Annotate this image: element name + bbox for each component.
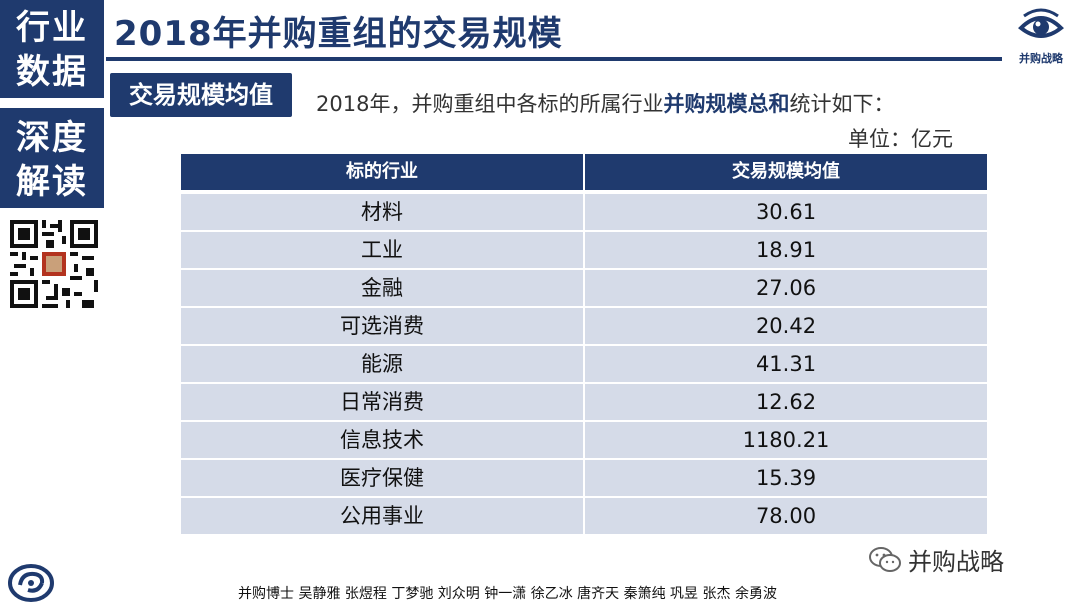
intro-prefix: 2018年，并购重组中各标的所属行业	[316, 92, 664, 116]
table-row: 医疗保健 15.39	[181, 460, 987, 496]
column-divider	[583, 460, 585, 496]
wechat-name: 并购战略	[908, 548, 1004, 576]
page-title: 2018年并购重组的交易规模	[114, 14, 563, 54]
tag-line: 行业	[16, 8, 88, 48]
intro-bold: 并购规模总和	[663, 92, 790, 116]
logo-caption: 并购战略	[1019, 52, 1063, 65]
tag-industry-data: 行业 数据	[0, 0, 104, 98]
table-row: 金融 27.06	[181, 270, 987, 306]
eye-icon	[1018, 8, 1064, 38]
qr-code-icon	[10, 220, 98, 308]
column-divider	[583, 384, 585, 420]
cell-value: 15.39	[755, 466, 817, 490]
cell-value: 12.62	[755, 390, 817, 414]
brand-logo: 并购战略	[1008, 8, 1074, 65]
cell-industry: 公用事业	[340, 504, 424, 528]
column-divider	[583, 154, 585, 190]
tag-deep-reading: 深度 解读	[0, 108, 104, 208]
cell-industry: 工业	[361, 238, 403, 262]
cell-industry: 可选消费	[340, 314, 424, 338]
column-divider	[583, 346, 585, 382]
table-body: 材料 30.61 工业 18.91 金融 27.06 可选消费 20.42 能源 41.3…	[181, 194, 987, 534]
cell-value: 20.42	[755, 314, 817, 338]
header-industry: 标的行业	[346, 161, 418, 182]
column-divider	[583, 194, 585, 230]
cell-value: 18.91	[755, 238, 817, 262]
tag-line: 解读	[16, 162, 88, 202]
wechat-icon	[869, 546, 901, 572]
header-value: 交易规模均值	[732, 161, 840, 182]
table-row: 日常消费 12.62	[181, 384, 987, 420]
cell-industry: 信息技术	[340, 428, 424, 452]
column-divider	[583, 498, 585, 534]
table-row: 公用事业 78.00	[181, 498, 987, 534]
cell-value: 27.06	[755, 276, 817, 300]
table-row: 信息技术 1180.21	[181, 422, 987, 458]
table-row: 能源 41.31	[181, 346, 987, 382]
table-row: 可选消费 20.42	[181, 308, 987, 344]
column-divider	[583, 232, 585, 268]
sidebar: 行业 数据 深度 解读	[0, 0, 104, 210]
cell-value: 30.61	[755, 200, 817, 224]
table-row: 工业 18.91	[181, 232, 987, 268]
cell-industry: 日常消费	[340, 390, 424, 414]
tag-line: 数据	[16, 52, 88, 92]
table-row: 材料 30.61	[181, 194, 987, 230]
intro-text: 2018年，并购重组中各标的所属行业并购规模总和统计如下：	[316, 88, 894, 118]
cell-value: 1180.21	[742, 428, 830, 452]
section-subtitle: 交易规模均值	[110, 73, 292, 117]
title-divider	[106, 57, 1002, 61]
data-table: 标的行业 交易规模均值 材料 30.61 工业 18.91 金融 27.06 可选消费…	[181, 154, 987, 534]
cell-value: 78.00	[755, 504, 817, 528]
cell-value: 41.31	[755, 352, 817, 376]
cell-industry: 金融	[361, 276, 403, 300]
wechat-watermark: 并购战略	[868, 542, 1004, 577]
column-divider	[583, 308, 585, 344]
cell-industry: 医疗保健	[340, 466, 424, 490]
cell-industry: 材料	[361, 200, 403, 224]
cell-industry: 能源	[361, 352, 403, 376]
swirl-logo-icon	[8, 563, 54, 603]
tag-line: 深度	[16, 118, 88, 158]
intro-suffix: 统计如下：	[789, 92, 895, 116]
column-divider	[583, 422, 585, 458]
column-divider	[583, 270, 585, 306]
footer-authors: 并购博士 吴静雅 张煜程 丁梦驰 刘众明 钟一潇 徐乙冰 唐齐天 秦箫纯 巩昱 …	[238, 586, 777, 602]
unit-label: 单位：亿元	[848, 127, 953, 151]
table-header: 标的行业 交易规模均值	[181, 154, 987, 190]
